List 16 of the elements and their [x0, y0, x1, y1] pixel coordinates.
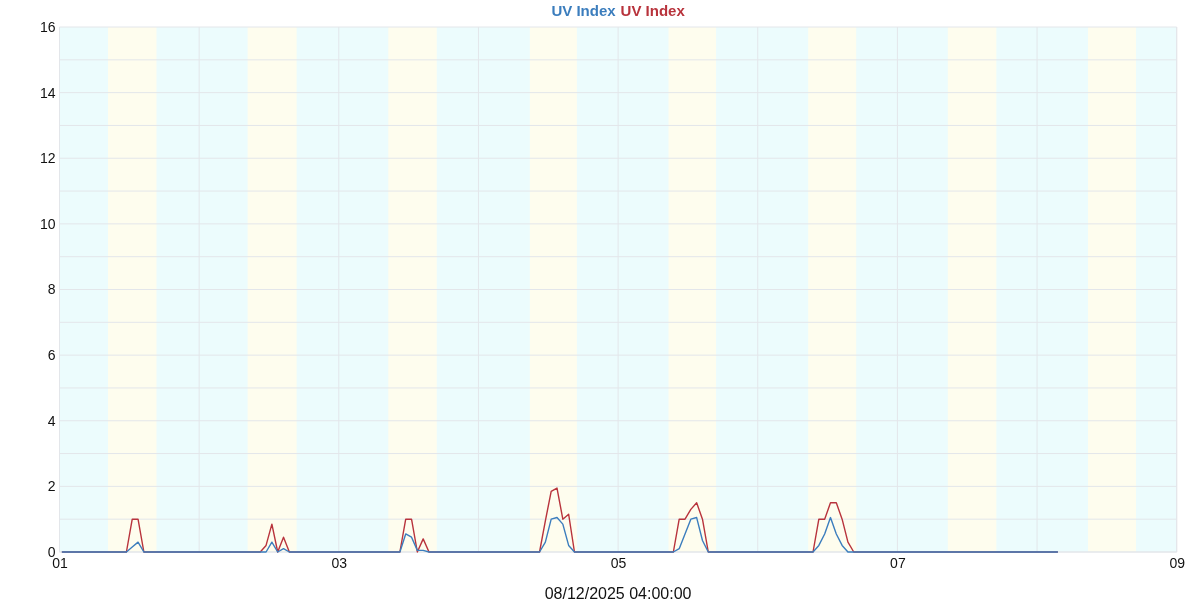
- x-tick-label: 05: [610, 554, 627, 571]
- y-tick-label: 10: [39, 215, 56, 232]
- x-tick-label: 07: [890, 554, 906, 571]
- y-tick-label: 8: [47, 281, 56, 298]
- y-tick-label: 4: [47, 412, 56, 429]
- x-tick-label: 03: [331, 554, 348, 571]
- text: UV Index: [551, 1, 617, 19]
- y-tick-label: 2: [47, 478, 56, 495]
- text: UV Index: [620, 1, 686, 19]
- y-tick-label: 14: [39, 84, 56, 101]
- y-tick-label: 16: [39, 18, 56, 35]
- x-axis-title: 08/12/2025 04:00:00: [544, 584, 692, 600]
- y-tick-label: 6: [47, 347, 56, 364]
- y-tick-label: 0: [47, 543, 56, 560]
- y-tick-label: 12: [39, 150, 56, 167]
- x-tick-label: 09: [1169, 554, 1186, 571]
